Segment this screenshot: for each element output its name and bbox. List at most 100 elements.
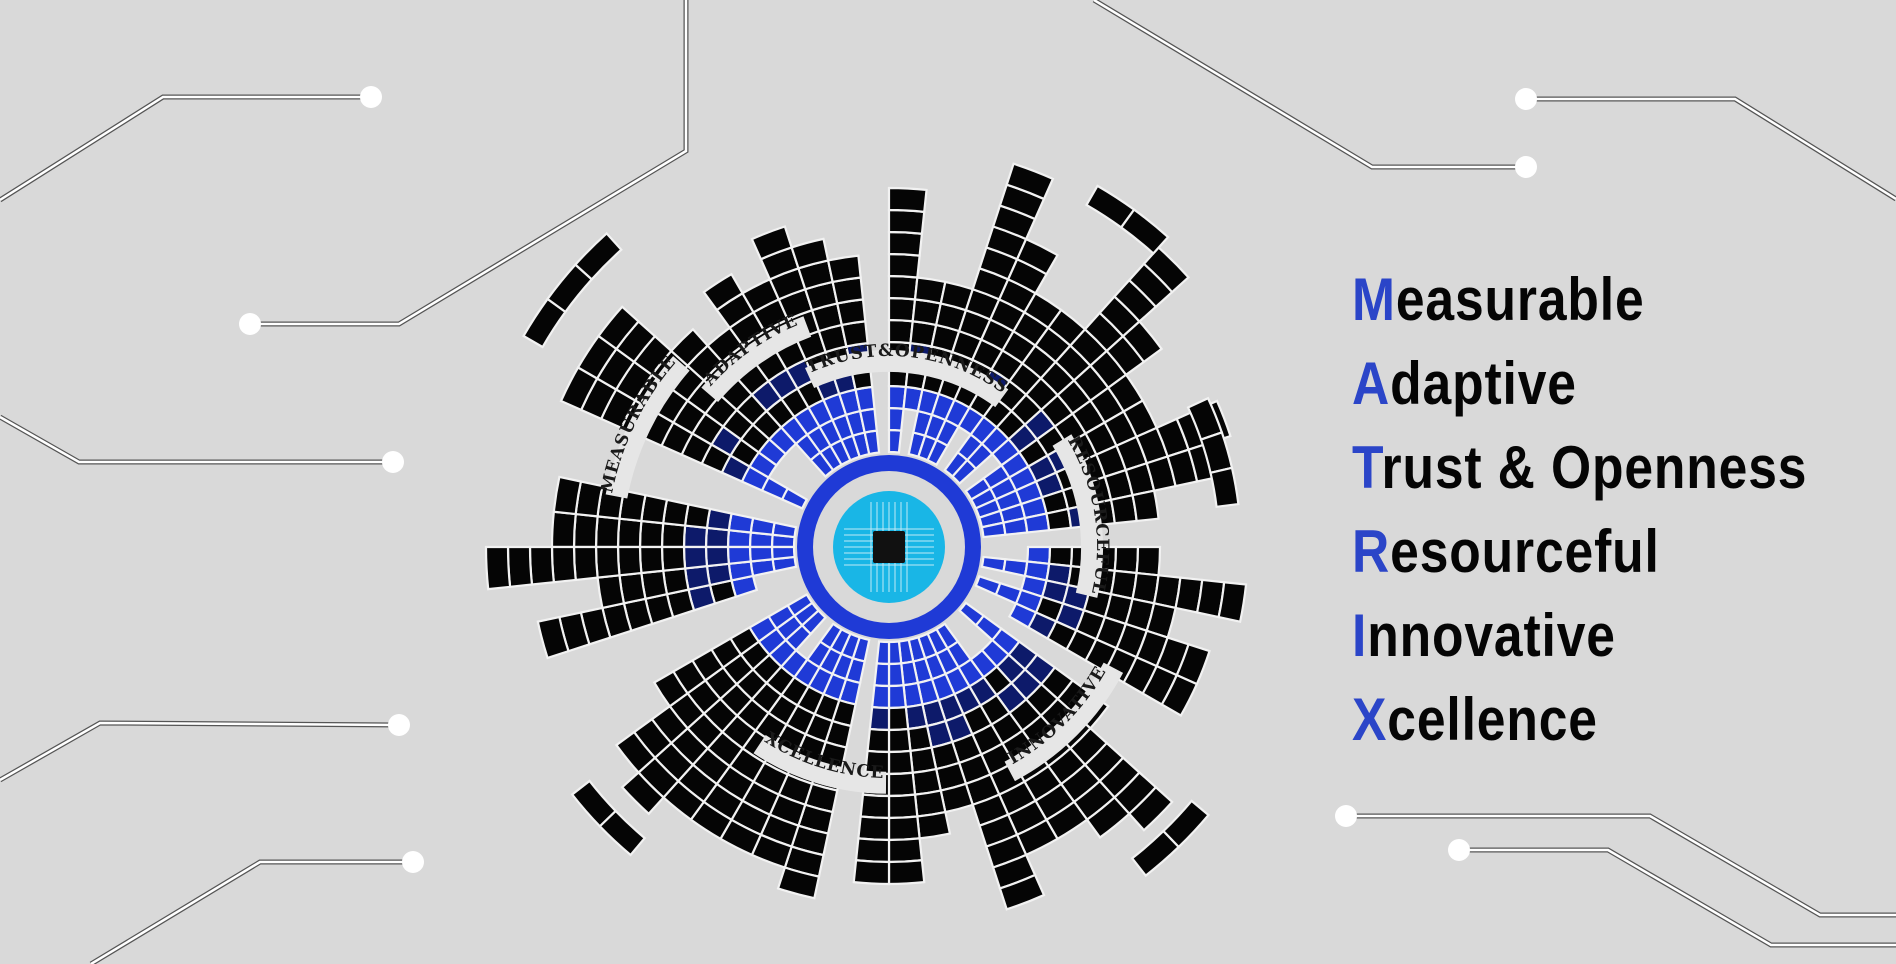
- wheel-cell: [1113, 545, 1140, 575]
- wheel-cell: [528, 545, 556, 586]
- circuit-node-dot: [382, 451, 404, 473]
- circuit-node-dot: [402, 851, 424, 873]
- wheel-cell: [866, 727, 891, 754]
- wheel-cell: [506, 545, 534, 589]
- wheel-cell: [887, 406, 905, 432]
- wheel-cell: [570, 779, 618, 828]
- wheel-cell: [652, 669, 690, 708]
- wheel-sector: [916, 632, 1046, 911]
- wheel-cell: [887, 274, 919, 301]
- wheel-cell: [638, 545, 665, 575]
- circuit-trace: [1526, 96, 1896, 202]
- wheel-sector: [974, 574, 1211, 686]
- wheel-cell: [1005, 162, 1055, 201]
- circuit-node-dot: [239, 313, 261, 335]
- wheel-cell: [660, 545, 687, 572]
- wheel-cell: [887, 705, 910, 732]
- list-item-trust-openness: Trust & Openness: [1352, 434, 1808, 501]
- wheel-cell: [682, 524, 709, 549]
- label-band: [605, 356, 690, 499]
- wheel-cell: [1127, 785, 1174, 832]
- wheel-sector: [826, 254, 881, 456]
- wheel-sector: [596, 555, 798, 610]
- wheel-fragment: [1130, 799, 1210, 878]
- wheel-cell: [887, 296, 917, 323]
- list-item-measurable: Measurable: [1352, 266, 1645, 333]
- wheel-cell: [887, 662, 905, 688]
- label-band: [753, 734, 887, 794]
- wheel-cell: [887, 837, 924, 864]
- wheel-cell: [1045, 507, 1073, 532]
- wheel-cell: [887, 771, 917, 798]
- wheel-cell: [887, 186, 928, 214]
- wheel-cell: [771, 521, 798, 539]
- wheel-cell: [1002, 558, 1029, 578]
- wheel-cell: [887, 208, 926, 235]
- wheel-cell: [887, 749, 914, 776]
- wheel-cell: [854, 837, 891, 864]
- circuit-node-dot: [1515, 88, 1537, 110]
- wheel-sector: [852, 640, 891, 886]
- matrix-wheel: MEASURABLEADAPTIVETRUST&OPENNESSRESOURCE…: [484, 162, 1248, 911]
- wheel-cell: [1160, 673, 1199, 718]
- microchip-icon: [844, 502, 934, 592]
- wheel-cell: [572, 545, 599, 582]
- wheel-sector: [552, 475, 798, 539]
- wheel-cell: [1209, 466, 1240, 509]
- wheel-sector: [980, 489, 1160, 539]
- wheel-sector: [980, 555, 1248, 623]
- wheel-cell: [1015, 237, 1060, 276]
- wheel-cell: [484, 545, 512, 591]
- wheel-sector: [484, 545, 796, 591]
- circuit-node-dot: [388, 714, 410, 736]
- wheel-sector: [614, 601, 820, 775]
- wheel-cell: [638, 519, 665, 549]
- wheel-sector: [951, 245, 1191, 485]
- circuit-trace: [1346, 813, 1896, 918]
- wheel-sector: [907, 635, 975, 814]
- wheel-sector: [926, 627, 1060, 857]
- list-item-innovative: Innovative: [1352, 602, 1616, 669]
- wheel-cell: [596, 574, 626, 610]
- wheel-cell: [887, 230, 924, 257]
- wheel-cell: [573, 231, 623, 281]
- wheel-cell: [868, 705, 891, 732]
- wheel-cell: [536, 615, 570, 660]
- wheel-cell: [887, 640, 903, 666]
- wheel-cell: [998, 873, 1046, 911]
- wheel-cell: [616, 517, 643, 549]
- list-item-xcellence: Xcellence: [1352, 686, 1598, 753]
- wheel-cell: [705, 562, 733, 587]
- wheel-fragment: [522, 231, 623, 349]
- wheel-cell: [550, 545, 577, 584]
- circuit-trace: [1459, 847, 1896, 948]
- wheel-cell: [1131, 489, 1160, 523]
- wheel-cell: [726, 545, 752, 566]
- wheel-fragment: [1084, 184, 1170, 256]
- circuit-node-dot: [360, 86, 382, 108]
- wheel-cell: [704, 545, 731, 568]
- wheel-cell: [875, 640, 891, 666]
- wheel-cell: [597, 305, 641, 351]
- circuit-trace: [89, 859, 413, 964]
- wheel-cell: [550, 510, 577, 549]
- wheel-cell: [727, 512, 755, 534]
- matrix-acronym-list: Measurable Adaptive Trust & Openness Res…: [1352, 258, 1881, 762]
- wheel-cell: [904, 703, 929, 731]
- wheel-cell: [1119, 208, 1170, 256]
- list-item-adaptive: Adaptive: [1352, 350, 1577, 417]
- wheel-cell: [790, 237, 830, 270]
- wheel-cell: [857, 815, 891, 842]
- wheel-cell: [702, 272, 745, 312]
- wheel-cell: [887, 793, 919, 820]
- wheel-cell: [859, 793, 891, 820]
- wheel-cell: [1130, 829, 1181, 878]
- wheel-cell: [749, 516, 776, 536]
- wheel-cell: [887, 318, 914, 345]
- wheel-cell: [887, 859, 926, 886]
- wheel-cell: [748, 545, 774, 563]
- wheel-cell: [1121, 319, 1164, 364]
- wheel-cell: [1217, 581, 1248, 623]
- circuit-node-dot: [1335, 805, 1357, 827]
- wheel-cell: [887, 252, 921, 279]
